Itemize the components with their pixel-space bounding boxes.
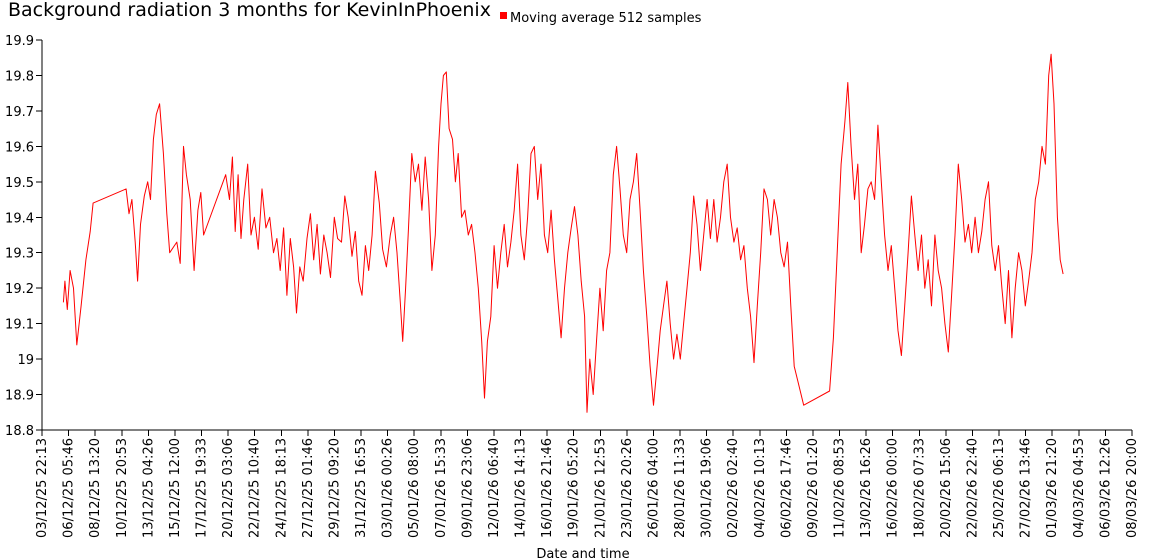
x-tick-label: 01/03/26 21:20 <box>1045 438 1060 538</box>
x-tick-label: 18/02/26 07:33 <box>912 438 927 538</box>
x-tick-label: 02/02/26 02:40 <box>726 438 741 538</box>
x-tick-label: 03/01/26 00:26 <box>381 438 396 538</box>
x-axis: 03/12/25 22:13 06/12/25 05:46 08/12/25 13:… <box>35 429 1140 538</box>
x-tick-label: 14/01/26 14:13 <box>514 438 529 538</box>
y-tick-label: 19.5 <box>5 176 34 191</box>
x-tick-label: 08/12/25 13:20 <box>88 438 103 538</box>
x-axis-label: Date and time <box>536 547 629 560</box>
x-tick-label: 20/12/25 03:06 <box>221 438 236 538</box>
series-line-moving-average <box>62 53 1064 413</box>
y-tick-label: 19.1 <box>5 318 34 333</box>
x-tick-label: 07/01/26 15:33 <box>434 438 449 538</box>
x-tick-label: 21/01/26 12:53 <box>593 438 608 538</box>
x-tick-label: 09/02/26 01:20 <box>806 438 821 538</box>
y-tick-label: 19.6 <box>5 140 34 155</box>
chart-title: Background radiation 3 months for KevinI… <box>8 0 491 21</box>
plot-area <box>62 53 1064 413</box>
x-tick-label: 12/01/26 06:40 <box>487 438 502 538</box>
x-tick-label: 31/12/25 16:53 <box>354 438 369 538</box>
y-tick-label: 19 <box>17 353 34 368</box>
x-tick-label: 13/12/25 04:26 <box>141 438 156 538</box>
x-tick-label: 19/01/26 05:20 <box>567 438 582 538</box>
x-tick-label: 16/02/26 00:00 <box>886 438 901 538</box>
x-tick-label: 09/01/26 23:06 <box>460 438 475 538</box>
y-tick-label: 18.9 <box>5 389 34 404</box>
x-tick-label: 08/03/26 20:00 <box>1125 438 1140 538</box>
x-tick-label: 16/01/26 21:46 <box>540 438 555 538</box>
y-tick-label: 19.7 <box>5 105 34 120</box>
y-tick-label: 19.2 <box>5 282 34 297</box>
x-tick-label: 11/02/26 08:53 <box>833 438 848 538</box>
x-tick-label: 06/02/26 17:46 <box>779 438 794 538</box>
x-tick-label: 22/12/25 10:40 <box>248 438 263 538</box>
x-tick-label: 04/02/26 10:13 <box>753 438 768 538</box>
x-tick-label: 04/03/26 04:53 <box>1072 438 1087 538</box>
x-tick-label: 06/12/25 05:46 <box>62 438 77 538</box>
x-tick-label: 22/02/26 22:40 <box>965 438 980 538</box>
x-tick-label: 03/12/25 22:13 <box>35 438 50 538</box>
x-tick-label: 15/12/25 12:00 <box>168 438 183 538</box>
x-tick-label: 29/12/25 09:20 <box>327 438 342 538</box>
x-tick-label: 28/01/26 11:33 <box>673 438 688 538</box>
x-tick-label: 30/01/26 19:06 <box>700 438 715 538</box>
x-tick-label: 23/01/26 20:26 <box>620 438 635 538</box>
x-tick-label: 27/12/25 01:46 <box>301 438 316 538</box>
x-tick-label: 24/12/25 18:13 <box>274 438 289 538</box>
y-tick-label: 19.8 <box>5 69 34 84</box>
legend: Moving average 512 samples <box>500 11 702 26</box>
y-tick-label: 19.9 <box>5 34 34 49</box>
y-tick-label: 19.4 <box>5 211 34 226</box>
legend-swatch <box>500 12 507 19</box>
x-tick-label: 05/01/26 08:00 <box>407 438 422 538</box>
y-tick-label: 18.8 <box>5 424 34 439</box>
x-tick-label: 26/01/26 04:00 <box>646 438 661 538</box>
legend-label: Moving average 512 samples <box>510 11 702 26</box>
x-tick-label: 25/02/26 06:13 <box>992 438 1007 538</box>
x-tick-label: 13/02/26 16:26 <box>859 438 874 538</box>
x-tick-label: 06/03/26 12:26 <box>1098 438 1113 538</box>
x-tick-label: 10/12/25 20:53 <box>115 438 130 538</box>
x-tick-label: 17/12/25 19:33 <box>195 438 210 538</box>
x-tick-label: 20/02/26 15:06 <box>939 438 954 538</box>
y-tick-label: 19.3 <box>5 247 34 262</box>
y-axis: 18.8 18.9 19 19.1 19.2 19.3 19.4 19.5 19.6 19.7 19… <box>5 34 43 439</box>
x-tick-label: 27/02/26 13:46 <box>1019 438 1034 538</box>
